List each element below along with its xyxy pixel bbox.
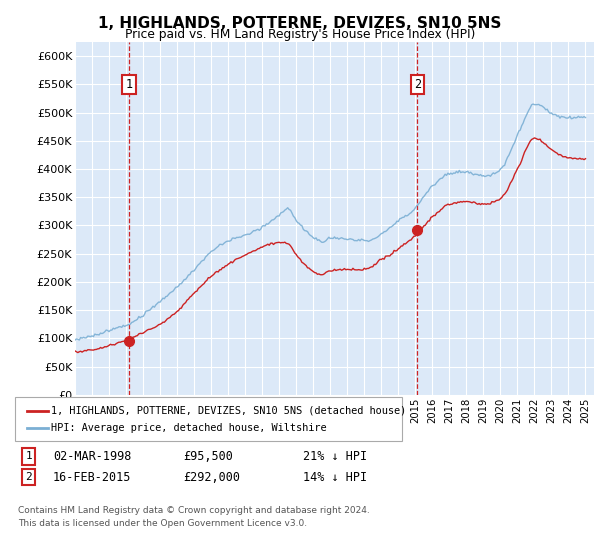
Text: 1, HIGHLANDS, POTTERNE, DEVIZES, SN10 5NS: 1, HIGHLANDS, POTTERNE, DEVIZES, SN10 5N…	[98, 16, 502, 31]
Text: Price paid vs. HM Land Registry's House Price Index (HPI): Price paid vs. HM Land Registry's House …	[125, 28, 475, 41]
Text: 21% ↓ HPI: 21% ↓ HPI	[303, 450, 367, 463]
Text: 14% ↓ HPI: 14% ↓ HPI	[303, 470, 367, 484]
Text: 2: 2	[414, 78, 421, 91]
Text: 1: 1	[125, 78, 133, 91]
Text: 02-MAR-1998: 02-MAR-1998	[53, 450, 131, 463]
Text: £292,000: £292,000	[183, 470, 240, 484]
Text: Contains HM Land Registry data © Crown copyright and database right 2024.
This d: Contains HM Land Registry data © Crown c…	[18, 506, 370, 528]
Text: 2: 2	[25, 472, 32, 482]
Text: 1, HIGHLANDS, POTTERNE, DEVIZES, SN10 5NS (detached house): 1, HIGHLANDS, POTTERNE, DEVIZES, SN10 5N…	[51, 405, 406, 416]
Text: £95,500: £95,500	[183, 450, 233, 463]
Text: HPI: Average price, detached house, Wiltshire: HPI: Average price, detached house, Wilt…	[51, 423, 326, 433]
Text: 1: 1	[25, 451, 32, 461]
Text: 16-FEB-2015: 16-FEB-2015	[53, 470, 131, 484]
